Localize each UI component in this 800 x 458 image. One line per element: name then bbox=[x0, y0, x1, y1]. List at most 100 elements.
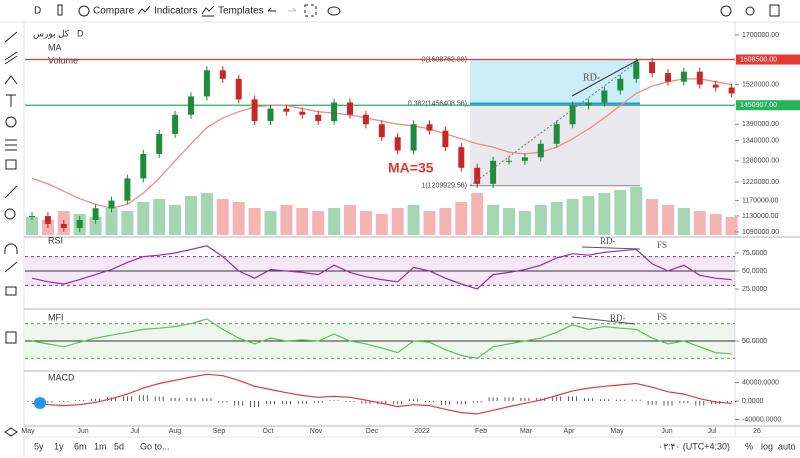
range-button[interactable]: 5y bbox=[34, 441, 44, 451]
settings-icon[interactable] bbox=[720, 5, 732, 17]
range-button[interactable]: 1m bbox=[94, 441, 107, 451]
price-tick-label: 1220000.00 bbox=[742, 179, 779, 186]
interval-button[interactable]: D bbox=[34, 6, 41, 17]
indicators-button[interactable]: Indicators bbox=[154, 6, 197, 17]
volume-bar bbox=[359, 211, 372, 235]
volume-bar bbox=[503, 208, 515, 235]
trend-tool[interactable] bbox=[4, 31, 18, 43]
fib-label: 1(1209929.56) bbox=[421, 183, 467, 190]
brush-tool[interactable] bbox=[4, 75, 18, 85]
fib-label: 0.382(1456408.56) bbox=[408, 100, 467, 107]
candle bbox=[474, 167, 481, 184]
toolbar: D Compare Indicators Templates bbox=[34, 4, 780, 17]
range-button[interactable]: 1y bbox=[54, 441, 64, 451]
share-icon[interactable] bbox=[745, 6, 755, 16]
volume-bar bbox=[216, 199, 229, 235]
candle bbox=[347, 102, 353, 115]
candle bbox=[156, 133, 163, 154]
macd-tick-label: 0.0000 bbox=[742, 398, 764, 405]
snapshot-icon[interactable] bbox=[769, 4, 780, 17]
price-tag bbox=[736, 54, 800, 65]
time-label: May bbox=[21, 428, 35, 435]
timezone[interactable]: ۰۳:۴۰ (UTC+4:30) bbox=[658, 441, 730, 451]
candle bbox=[29, 216, 35, 218]
macd-tick-label: -40000.0000 bbox=[742, 416, 781, 423]
time-label: 26 bbox=[753, 428, 761, 435]
fullscreen-icon[interactable] bbox=[304, 4, 317, 17]
log-button[interactable]: log bbox=[761, 441, 773, 451]
candle bbox=[235, 78, 242, 100]
measure-tool[interactable] bbox=[4, 185, 18, 199]
volume-bar bbox=[614, 190, 627, 235]
rsi-line bbox=[31, 245, 732, 290]
volume-bar bbox=[407, 205, 420, 235]
time-label: Oct bbox=[263, 428, 274, 435]
volume-bar bbox=[550, 202, 563, 235]
price-tick-label: 1390000.00 bbox=[742, 121, 779, 128]
undo-icon[interactable] bbox=[267, 7, 276, 12]
pattern-tool[interactable] bbox=[5, 116, 17, 128]
price-tick-label: 1340000.00 bbox=[742, 137, 779, 144]
volume-bar bbox=[455, 202, 468, 235]
time-label: Jul bbox=[131, 428, 140, 435]
layers-tool[interactable] bbox=[4, 427, 18, 437]
time-label: Apr bbox=[564, 428, 576, 435]
volume-bar bbox=[566, 199, 579, 235]
templates-button[interactable]: Templates bbox=[218, 6, 264, 17]
volume-bar bbox=[725, 217, 738, 235]
auto-button[interactable]: auto bbox=[778, 441, 796, 451]
volume-bar bbox=[153, 199, 166, 235]
volume-bar bbox=[423, 211, 436, 235]
candle bbox=[394, 137, 401, 151]
candle bbox=[283, 108, 290, 112]
candle bbox=[315, 114, 322, 122]
redo-icon[interactable] bbox=[288, 7, 297, 12]
ma-annotation: MA=35 bbox=[388, 160, 434, 176]
symbol-name: کل بورس bbox=[33, 28, 70, 39]
compare-button[interactable]: Compare bbox=[93, 6, 135, 17]
channel-tool[interactable] bbox=[4, 51, 18, 65]
volume-bar bbox=[248, 208, 261, 235]
lock-tool[interactable] bbox=[5, 286, 17, 296]
candle bbox=[44, 216, 51, 224]
candle bbox=[219, 70, 226, 79]
candle bbox=[633, 61, 640, 79]
trend-line bbox=[469, 59, 641, 187]
candle bbox=[172, 114, 179, 134]
rd-label: RD- bbox=[583, 72, 600, 83]
candle bbox=[331, 102, 338, 122]
range-button[interactable]: 5d bbox=[114, 441, 124, 451]
fib-zone-lower bbox=[470, 103, 640, 186]
magnet-tool[interactable] bbox=[4, 243, 18, 254]
icon-tool[interactable] bbox=[5, 159, 17, 170]
volume-bar bbox=[232, 202, 245, 235]
candle bbox=[696, 71, 703, 85]
chart-type-icon[interactable] bbox=[57, 4, 63, 16]
zoom-tool[interactable] bbox=[4, 208, 16, 220]
time-label: Sep bbox=[213, 428, 226, 435]
text-tool[interactable] bbox=[6, 94, 16, 107]
percent-button[interactable]: % bbox=[745, 441, 753, 451]
candle bbox=[569, 105, 576, 125]
price-tick-label: 1090000.00 bbox=[742, 229, 779, 236]
candle bbox=[537, 143, 544, 158]
volume-bar bbox=[677, 208, 690, 235]
goto-button[interactable]: Go to... bbox=[140, 441, 170, 451]
mfi-rd-label: RD- bbox=[610, 313, 626, 323]
range-button[interactable]: 6m bbox=[74, 441, 87, 451]
templates-icon[interactable] bbox=[201, 5, 215, 17]
volume-bar bbox=[598, 193, 611, 235]
indicators-icon[interactable] bbox=[137, 5, 151, 15]
mfi-rd-line bbox=[571, 316, 636, 325]
lock-draw-tool[interactable] bbox=[4, 261, 18, 273]
volume-bar bbox=[26, 217, 38, 235]
remove-tool[interactable] bbox=[5, 331, 17, 344]
volume-bar bbox=[264, 211, 277, 235]
volume-bar bbox=[693, 211, 706, 235]
hide-icon[interactable] bbox=[327, 6, 341, 16]
fib-tool[interactable] bbox=[5, 139, 17, 151]
candle bbox=[490, 160, 497, 184]
compare-icon[interactable] bbox=[78, 5, 90, 17]
volume-bar bbox=[121, 211, 134, 235]
